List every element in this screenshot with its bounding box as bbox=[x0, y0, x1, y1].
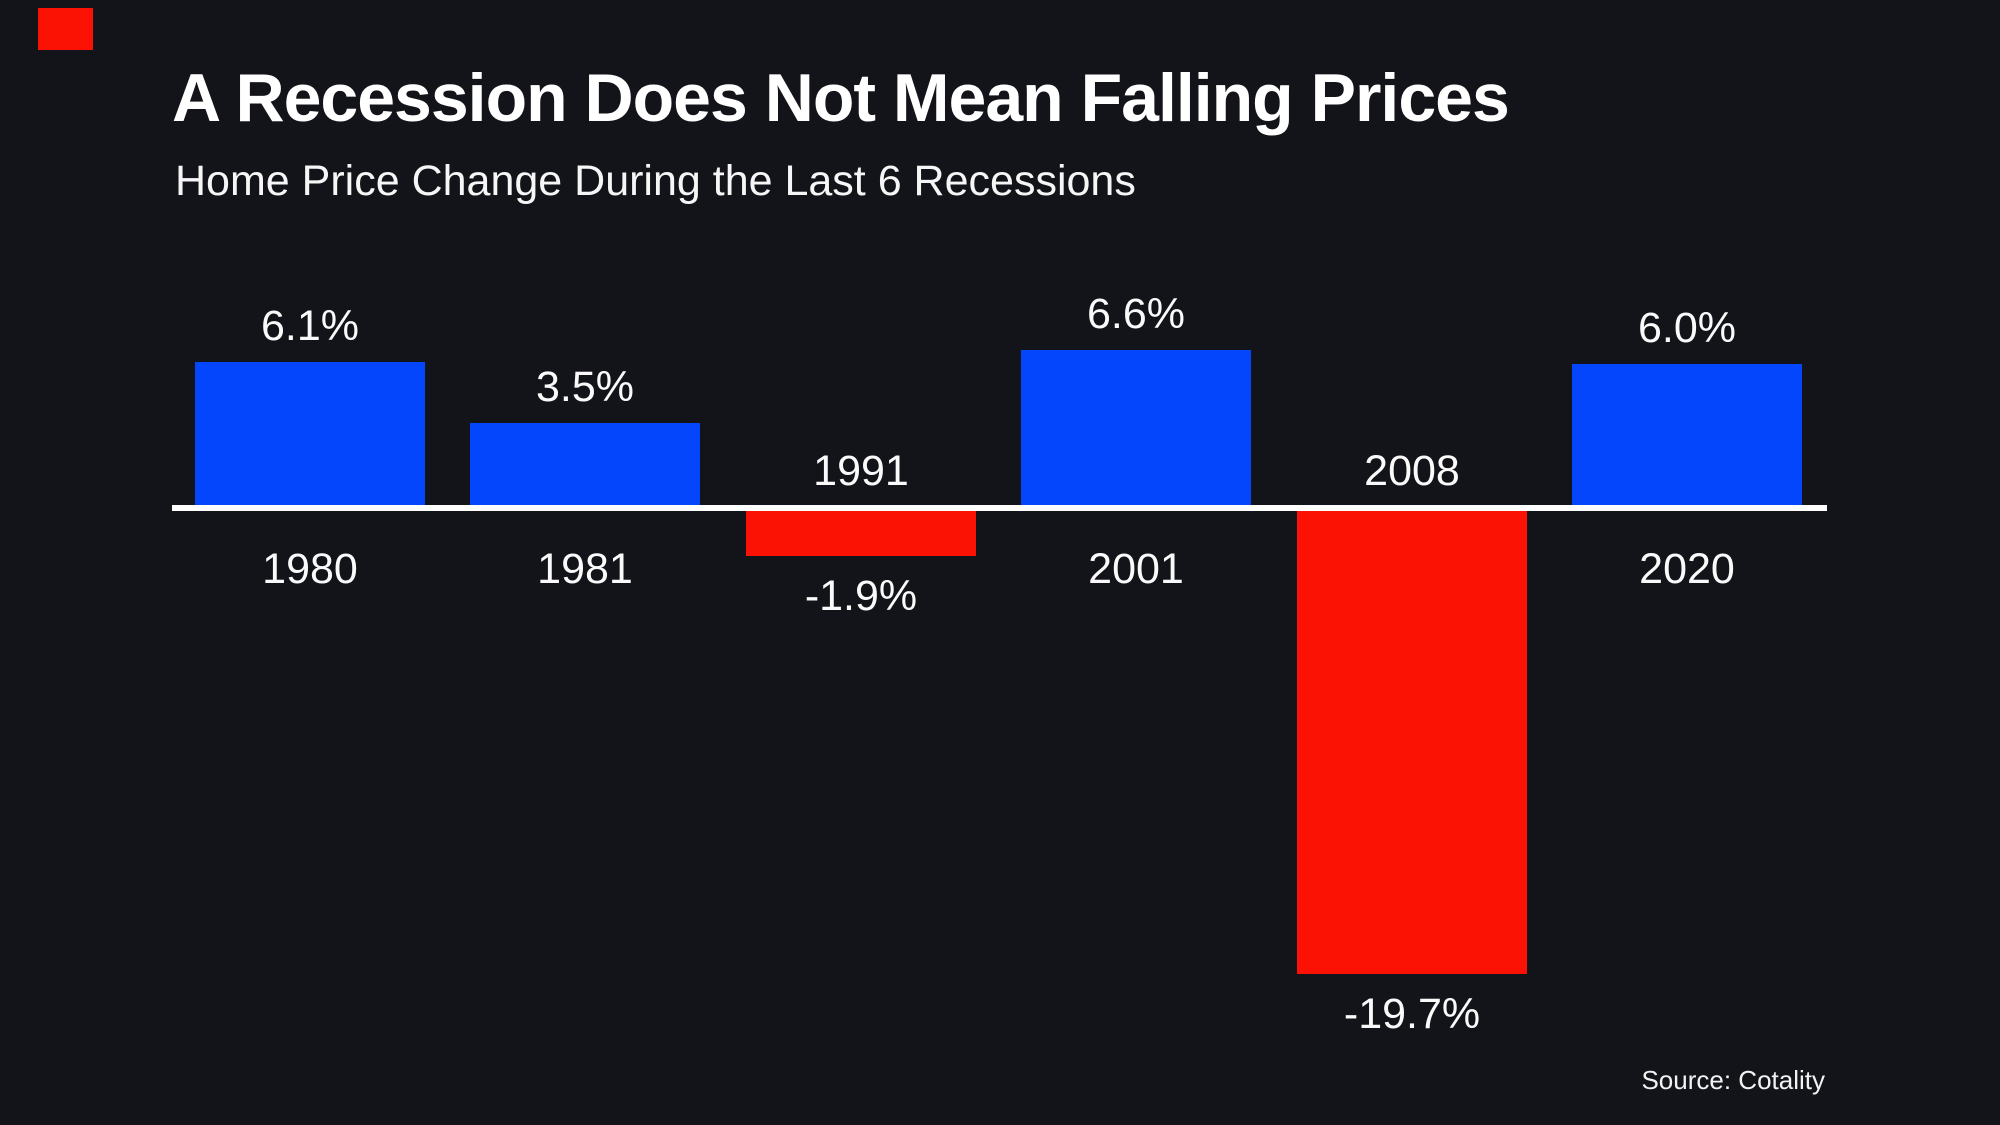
bar-1981 bbox=[470, 423, 700, 505]
year-label: 1980 bbox=[262, 545, 358, 593]
source-credit: Source: Cotality bbox=[1641, 1065, 1825, 1095]
bar-1980 bbox=[195, 362, 425, 505]
page-title: A Recession Does Not Mean Falling Prices bbox=[172, 60, 1510, 136]
bar-2001 bbox=[1021, 350, 1251, 505]
value-label: 6.6% bbox=[1086, 290, 1185, 338]
value-label: -1.9% bbox=[804, 572, 918, 620]
red-corner-marker bbox=[38, 8, 93, 50]
x-axis-line bbox=[172, 505, 1827, 511]
year-label: 2008 bbox=[1364, 447, 1460, 495]
bar-2020 bbox=[1572, 364, 1802, 505]
value-label: 6.0% bbox=[1637, 304, 1736, 352]
year-label: 2020 bbox=[1639, 545, 1735, 593]
year-label: 2001 bbox=[1088, 545, 1184, 593]
value-label: 3.5% bbox=[535, 363, 634, 411]
bar-1991 bbox=[746, 511, 976, 556]
year-label: 1991 bbox=[813, 447, 909, 495]
year-label: 1981 bbox=[537, 545, 633, 593]
page-subtitle: Home Price Change During the Last 6 Rece… bbox=[175, 157, 1136, 205]
value-label: 6.1% bbox=[260, 302, 359, 350]
value-label: -19.7% bbox=[1343, 990, 1481, 1038]
bar-2008 bbox=[1297, 511, 1527, 974]
